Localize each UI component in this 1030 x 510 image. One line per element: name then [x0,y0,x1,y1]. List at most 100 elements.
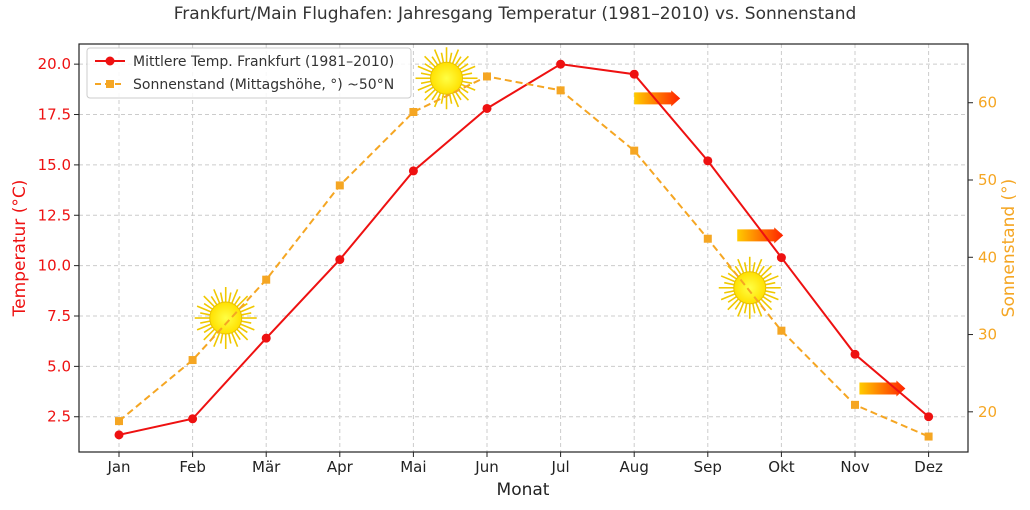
sun-ray [424,63,434,71]
temperature-point [188,414,198,424]
temperature-point [924,412,934,422]
sun-ray [724,290,735,294]
sun-elevation-point [703,234,712,243]
sun-elevation-point [777,326,786,335]
y-right-tick-label: 60 [978,94,997,112]
sun-ray [228,333,232,344]
sun-ray [454,91,462,101]
sun-ray [231,289,239,304]
sun-ray [417,83,433,91]
sun-icon [718,256,781,319]
y-right-tick-label: 20 [978,403,997,421]
legend: Mittlere Temp. Frankfurt (1981–2010) Son… [86,47,412,99]
sun-ray [203,328,215,341]
x-tick-label: Jul [551,458,570,476]
sun-ray [459,86,469,94]
sun-ray [737,302,745,317]
x-tick-label: Apr [327,458,354,476]
sun-ray [457,55,470,68]
sun-ray [196,305,212,313]
sun-ray [420,80,431,85]
sun-ray [734,300,742,310]
x-tick-label: Dez [914,458,943,476]
legend-box [86,47,412,99]
chart-title: Frankfurt/Main Flughafen: Jahresgang Tem… [174,4,857,24]
sun-elevation-point [483,72,491,81]
x-tick-label: Mai [400,458,426,476]
sun-ray [440,52,445,63]
sun-ray [424,55,436,68]
x-tick-label: Jan [106,458,130,476]
legend-label-sun: Sonnenstand (Mittagshöhe, °) ~50°N [133,77,394,93]
sun-elevation-point [409,108,418,116]
sun-ray [219,292,224,303]
sun-ray [720,293,736,301]
temperature-point [114,430,124,440]
temperature-point [776,253,786,263]
sun-ray [720,275,736,283]
sun-ray [424,88,436,101]
sun-ray [755,302,763,317]
sun-elevation-point [188,356,197,365]
temperature-point [408,166,418,176]
y-axis-left: 2.5 5.0 7.5 10.0 12.5 15.0 17.5 20.0 [38,55,79,426]
temperature-point [261,333,271,343]
sun-ray [459,63,469,71]
sun-ray [764,293,779,301]
y-left-tick-label: 5.0 [47,357,71,375]
arrow-right-icon [859,380,906,397]
x-axis: Jan Feb Mär Apr Mai Jun Jul Aug Sep Okt Nov Dez [106,452,943,476]
sun-ray [457,88,470,101]
x-tick-label: Mär [252,458,281,476]
sun-ray [241,320,252,324]
sun-ray [228,292,232,303]
sun-elevation-point [115,417,123,426]
sun-ray [727,296,737,303]
sun-ray [233,295,241,306]
sun-ray [448,52,453,63]
sun-ray [462,72,473,76]
sun-ray [241,312,252,316]
y-left-tick-label: 20.0 [38,55,71,73]
sun-ray [743,262,748,273]
sun-ray [440,93,445,104]
sun-elevation-point [556,86,565,95]
sun-icon [194,287,257,350]
legend-marker-temperature [105,56,115,66]
temperature-point [556,59,566,69]
y-right-tick-label: 30 [978,326,997,344]
sun-ray [757,265,765,275]
x-tick-label: Okt [768,458,794,476]
sun-ray [420,72,431,76]
sun-disc [430,61,464,95]
temperature-point [335,255,345,265]
y-left-tick-label: 17.5 [38,106,71,124]
sun-disc [209,301,243,335]
y-axis-right: 20 30 40 50 60 [968,94,997,421]
y-left-tick-label: 2.5 [47,408,71,426]
arrow-right-icon [737,227,784,244]
sun-ray [213,289,221,304]
sun-ray [724,281,735,286]
sun-ray [240,323,255,331]
sun-elevation-point [924,432,933,441]
legend-label-temperature: Mittlere Temp. Frankfurt (1981–2010) [133,54,394,70]
sun-ray [236,328,249,341]
y-axis-right-label: Sonnenstand (°) [999,179,1019,318]
sun-ray [760,265,773,278]
sun-ray [752,303,756,314]
x-tick-label: Sep [694,458,722,476]
temperature-point [850,349,860,359]
x-tick-label: Jun [474,458,498,476]
y-left-tick-label: 10.0 [38,257,71,275]
sun-ray [200,320,211,324]
sun-ray [755,258,763,274]
sun-ray [454,56,462,66]
sun-ray [433,49,442,64]
sun-ray [734,265,742,275]
decorations [194,47,906,397]
sun-icon [415,47,478,110]
sun-ray [417,65,433,73]
sun-ray [213,332,221,347]
sun-ray [203,326,213,334]
